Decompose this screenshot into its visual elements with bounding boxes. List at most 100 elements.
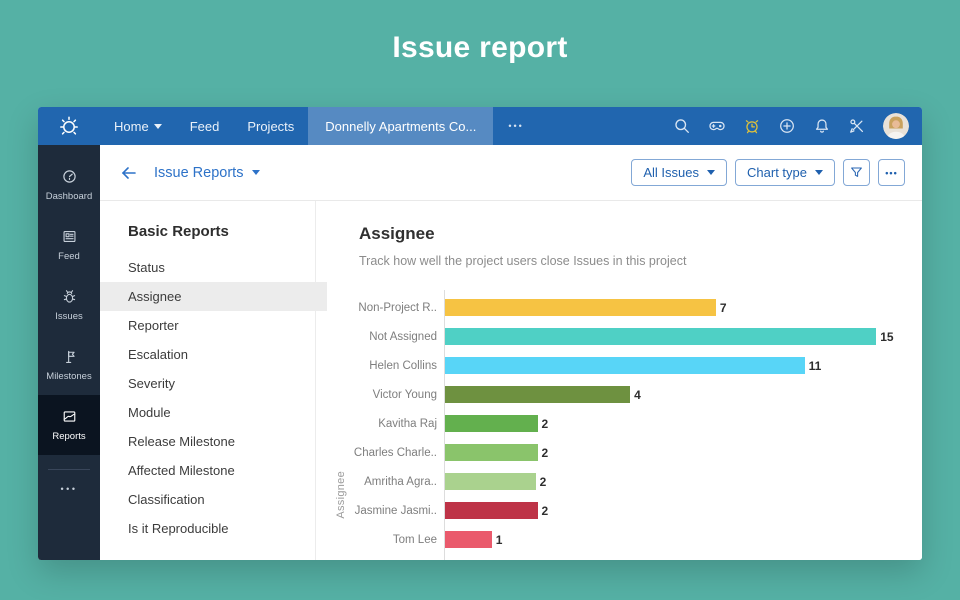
sidebar-divider: [48, 469, 90, 470]
all-issues-dropdown-button[interactable]: All Issues: [631, 159, 728, 186]
chart-bar-tom-lee[interactable]: [445, 531, 492, 548]
bar-area: 7: [444, 293, 922, 322]
report-item-severity[interactable]: Severity: [100, 369, 315, 398]
chart-subtitle: Track how well the project users close I…: [359, 254, 687, 268]
chart-bar-row: Jasmine Jasmi.. 2: [316, 496, 922, 525]
bug-icon: [61, 288, 78, 305]
bar-value-label: 2: [541, 445, 549, 460]
sidebar-item-label: Issues: [55, 311, 83, 322]
tools-icon[interactable]: [848, 117, 866, 135]
chevron-down-icon: [815, 170, 823, 175]
chart-bar-row: Not Assigned 15: [316, 322, 922, 351]
basic-reports-panel: Basic Reports Status Assignee Reporter Esca…: [100, 201, 327, 560]
nav-item-label: Feed: [189, 118, 220, 134]
assignee-bar-chart: Non-Project R.. 7 Not Assigned 15 Helen Coll…: [316, 290, 922, 560]
nav-item-label: Projects: [247, 118, 295, 134]
report-item-label: Status: [128, 260, 165, 275]
report-toolbar: Issue Reports All Issues Chart type •••: [100, 145, 922, 201]
bar-value-label: 4: [634, 387, 641, 402]
button-label: Chart type: [747, 165, 807, 180]
chart-title: Assignee: [359, 224, 435, 243]
chart-bar-helen-collins[interactable]: [445, 357, 805, 374]
search-icon[interactable]: [673, 117, 691, 135]
chart-bar-kavitha-raj[interactable]: [445, 415, 538, 432]
panel-heading: Basic Reports: [128, 223, 229, 240]
report-item-escalation[interactable]: Escalation: [100, 340, 315, 369]
report-item-classification[interactable]: Classification: [100, 485, 315, 514]
app-logo[interactable]: [38, 107, 100, 145]
report-item-label: Severity: [128, 376, 175, 391]
chart-bar-row: Non-Project R.. 7: [316, 293, 922, 322]
chart-bar-row: Charles Charle.. 2: [316, 438, 922, 467]
user-avatar[interactable]: [883, 113, 909, 139]
chart-type-dropdown-button[interactable]: Chart type: [735, 159, 835, 186]
bug-logo-icon: [57, 114, 81, 138]
bar-value-label: 2: [541, 416, 549, 431]
chevron-down-icon: [153, 123, 162, 129]
chart-bar-row: Helen Collins 11: [316, 351, 922, 380]
filter-icon: [849, 165, 864, 180]
bar-area: 2: [444, 438, 922, 467]
bar-area: 2: [444, 496, 922, 525]
sidebar-item-label: Reports: [52, 431, 86, 442]
report-item-reporter[interactable]: Reporter: [100, 311, 315, 340]
breadcrumb-label: Issue Reports: [154, 164, 244, 181]
gamepad-icon[interactable]: [708, 117, 726, 135]
report-item-release-milestone[interactable]: Release Milestone: [100, 427, 315, 456]
chart-bar-amritha-agra[interactable]: [445, 473, 536, 490]
category-label: Jasmine Jasmi..: [354, 504, 437, 517]
chart-bar-charles-charle[interactable]: [445, 444, 538, 461]
nav-utility-icons: [673, 107, 922, 145]
category-label: Kavitha Raj: [378, 417, 437, 430]
milestones-icon: [61, 348, 78, 365]
alarm-clock-icon[interactable]: [743, 117, 761, 135]
report-item-label: Release Milestone: [128, 434, 235, 449]
bar-value-label: 1: [495, 532, 503, 547]
sidebar-item-label: Feed: [58, 251, 80, 262]
nav-more-menu[interactable]: •••: [508, 121, 524, 131]
add-icon[interactable]: [778, 117, 796, 135]
bar-value-label: 15: [880, 329, 894, 344]
report-item-assignee[interactable]: Assignee: [100, 282, 327, 311]
report-item-label: Assignee: [128, 289, 182, 304]
bar-value-label: 7: [719, 300, 727, 315]
bar-value-label: 11: [808, 358, 822, 373]
nav-items: Home Feed Projects: [100, 107, 308, 145]
report-item-status[interactable]: Status: [100, 253, 315, 282]
chart-bar-victor-young[interactable]: [445, 386, 631, 403]
bar-area: 4: [444, 380, 922, 409]
nav-item-home[interactable]: Home: [100, 107, 176, 145]
bell-icon[interactable]: [813, 117, 831, 135]
nav-item-feed[interactable]: Feed: [176, 107, 234, 145]
sidebar-item-milestones[interactable]: Milestones: [38, 335, 100, 395]
chart-bar-jasmine-jasmi[interactable]: [445, 502, 538, 519]
report-item-module[interactable]: Module: [100, 398, 315, 427]
category-label: Helen Collins: [369, 359, 437, 372]
chart-bar-not-assigned[interactable]: [445, 328, 877, 345]
active-tab-label: Donnelly Apartments Co...: [325, 118, 477, 134]
report-item-label: Affected Milestone: [128, 463, 235, 478]
sidebar-item-feed[interactable]: Feed: [38, 215, 100, 275]
category-label: Victor Young: [372, 388, 437, 401]
breadcrumb[interactable]: Issue Reports: [154, 164, 261, 181]
bar-area: 2: [444, 409, 922, 438]
back-arrow-icon[interactable]: [119, 163, 139, 183]
chart-bar-row: Tom Lee 1: [316, 525, 922, 554]
filter-button[interactable]: [843, 159, 870, 186]
report-item-affected-milestone[interactable]: Affected Milestone: [100, 456, 315, 485]
bar-area: 1: [444, 525, 922, 554]
sidebar-more[interactable]: •••: [60, 484, 78, 494]
toolbar-more-button[interactable]: •••: [878, 159, 905, 186]
chevron-down-icon: [707, 170, 716, 175]
nav-item-projects[interactable]: Projects: [233, 107, 308, 145]
page-title: Issue report: [392, 31, 568, 64]
nav-tab-project-active[interactable]: Donnelly Apartments Co...: [308, 107, 494, 145]
sidebar-item-issues[interactable]: Issues: [38, 275, 100, 335]
report-item-is-it-reproducible[interactable]: Is it Reproducible: [100, 514, 315, 543]
chart-bar-row: Victor Young 4: [316, 380, 922, 409]
sidebar-item-reports[interactable]: Reports: [38, 395, 100, 455]
report-item-label: Is it Reproducible: [128, 521, 229, 536]
dashboard-icon: [61, 168, 78, 185]
sidebar-item-dashboard[interactable]: Dashboard: [38, 155, 100, 215]
chart-bar-non-project-r[interactable]: [445, 299, 716, 316]
